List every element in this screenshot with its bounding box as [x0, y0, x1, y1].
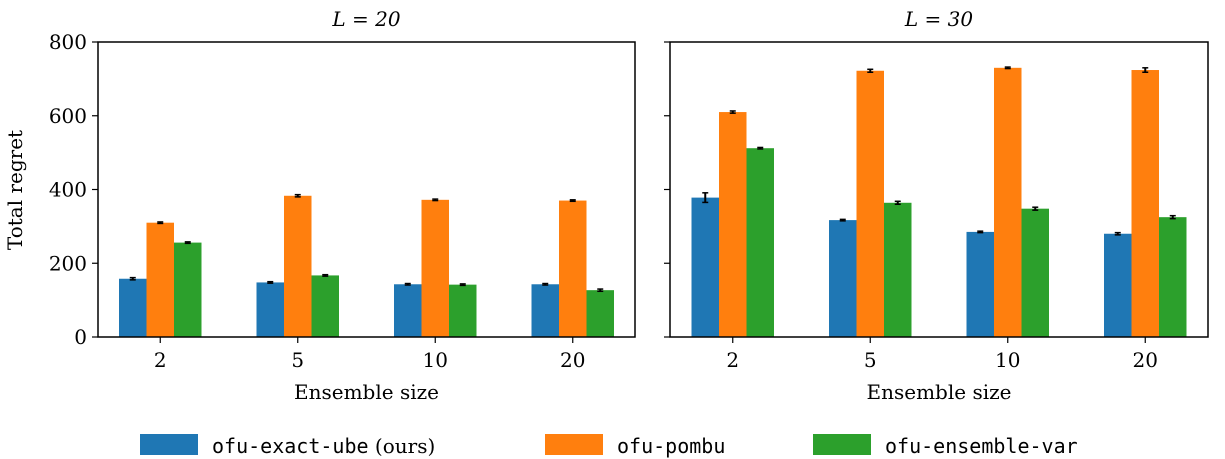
x-tick-label-5: 5	[864, 348, 877, 372]
legend-label-ofu-pombu: ofu-pombu	[617, 434, 725, 458]
bar-ofu-ensemble-var-10	[449, 284, 477, 337]
x-tick-label-2: 2	[154, 348, 167, 372]
legend-label-ofu-ensemble-var: ofu-ensemble-var	[885, 434, 1078, 458]
legend-entry-ofu-ensemble-var: ofu-ensemble-var	[813, 434, 1078, 458]
x-tick-label-20: 20	[1133, 348, 1158, 372]
bar-ofu-ensemble-var-2	[746, 148, 774, 337]
bar-ofu-pombu-2	[146, 222, 174, 337]
y-tick-label-0: 0	[74, 325, 87, 349]
legend: ofu-exact-ube (ours) ofu-pombu ofu-ensembl…	[140, 434, 1078, 458]
legend-label-ofu-exact-ube: ofu-exact-ube (ours)	[212, 434, 435, 458]
bar-ofu-pombu-20	[1131, 70, 1159, 338]
panel-title: L = 30	[904, 7, 973, 31]
bar-ofu-exact-ube-10	[394, 284, 422, 337]
legend-swatch-ofu-exact-ube	[140, 434, 198, 455]
legend-suffix-ofu-exact-ube: (ours)	[369, 434, 436, 458]
legend-name-ofu-exact-ube: ofu-exact-ube	[212, 434, 369, 458]
x-tick-label-2: 2	[726, 348, 739, 372]
legend-swatch-ofu-ensemble-var	[813, 434, 871, 455]
y-tick-label-400: 400	[49, 178, 87, 202]
bar-ofu-exact-ube-2	[691, 197, 719, 337]
panel-1: 0 200 400 600 800 2 5 10 20 Ensemble size L = 20	[49, 7, 636, 404]
legend-entry-ofu-exact-ube: ofu-exact-ube (ours)	[140, 434, 435, 458]
panel-title: L = 20	[331, 7, 400, 31]
bar-ofu-pombu-5	[856, 70, 884, 337]
x-axis-label: Ensemble size	[294, 380, 439, 404]
bar-ofu-exact-ube-20	[1104, 233, 1132, 337]
bar-ofu-exact-ube-5	[829, 220, 857, 337]
x-tick-label-10: 10	[423, 348, 448, 372]
bar-ofu-ensemble-var-5	[884, 202, 912, 337]
bar-ofu-pombu-2	[719, 112, 747, 337]
bar-ofu-ensemble-var-5	[311, 275, 339, 337]
bar-ofu-pombu-5	[284, 195, 312, 337]
y-tick-label-600: 600	[49, 104, 87, 128]
bar-ofu-pombu-10	[994, 67, 1022, 337]
bar-ofu-exact-ube-2	[119, 278, 147, 337]
bar-ofu-ensemble-var-10	[1021, 208, 1049, 337]
legend-name-ofu-ensemble-var: ofu-ensemble-var	[885, 434, 1078, 458]
bar-ofu-ensemble-var-2	[174, 242, 202, 337]
legend-entry-ofu-pombu: ofu-pombu	[545, 434, 725, 458]
x-tick-label-20: 20	[560, 348, 585, 372]
bar-ofu-pombu-10	[421, 199, 449, 337]
bar-ofu-ensemble-var-20	[586, 290, 614, 337]
bar-ofu-exact-ube-20	[531, 284, 559, 337]
panel-2: 2 5 10 20 Ensemble size L = 30	[664, 7, 1209, 404]
bar-ofu-exact-ube-5	[256, 282, 284, 337]
bar-ofu-ensemble-var-20	[1159, 217, 1187, 337]
y-axis-label: Total regret	[3, 130, 27, 250]
x-axis-label: Ensemble size	[867, 380, 1012, 404]
legend-name-ofu-pombu: ofu-pombu	[617, 434, 725, 458]
x-tick-label-5: 5	[291, 348, 304, 372]
y-tick-label-200: 200	[49, 251, 87, 275]
bar-ofu-pombu-20	[559, 200, 587, 337]
x-tick-label-10: 10	[995, 348, 1020, 372]
y-tick-label-800: 800	[49, 30, 87, 54]
panels: 0 200 400 600 800 2 5 10 20 Ensemble size L = 20 2 5…	[49, 7, 1209, 404]
legend-swatch-ofu-pombu	[545, 434, 603, 455]
bar-ofu-exact-ube-10	[966, 231, 994, 337]
